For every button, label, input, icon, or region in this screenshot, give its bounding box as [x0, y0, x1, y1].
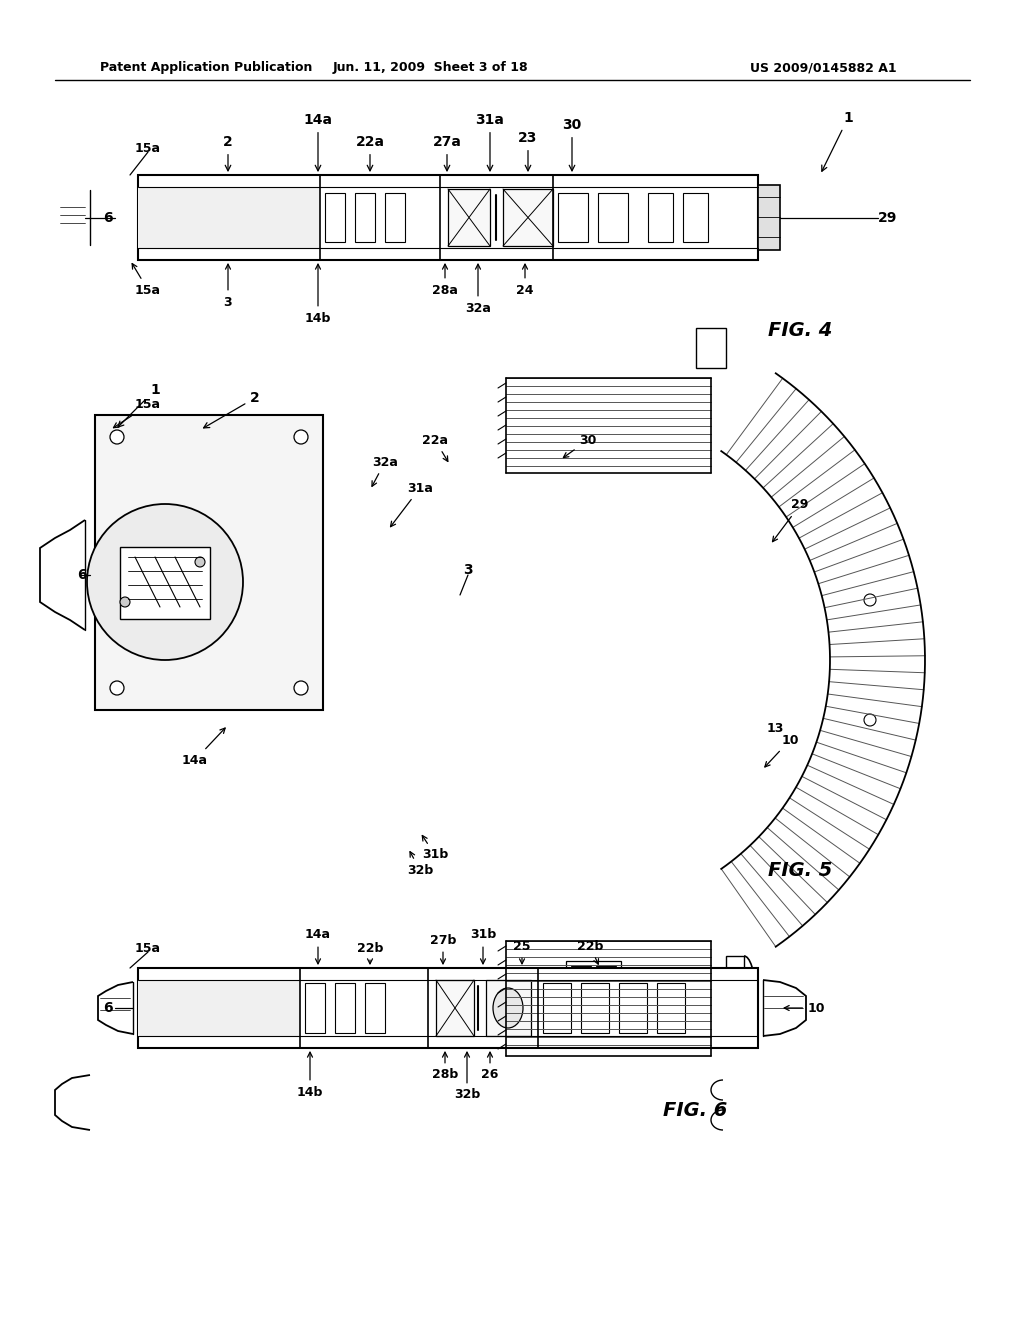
- Bar: [138, 176, 319, 260]
- Text: 24: 24: [516, 264, 534, 297]
- Text: 6: 6: [103, 211, 113, 224]
- Text: FIG. 4: FIG. 4: [768, 321, 833, 339]
- Text: 27a: 27a: [432, 135, 462, 170]
- Bar: [138, 968, 758, 1048]
- Text: 32a: 32a: [465, 264, 490, 314]
- Text: 22a: 22a: [355, 135, 384, 170]
- Text: 25: 25: [513, 940, 530, 964]
- Text: 30: 30: [563, 433, 597, 458]
- Text: 6: 6: [77, 568, 87, 582]
- Text: 32b: 32b: [454, 1052, 480, 1101]
- Bar: [95, 414, 323, 710]
- Text: 29: 29: [879, 211, 898, 224]
- Text: 32a: 32a: [372, 455, 398, 486]
- Bar: [696, 327, 726, 368]
- Ellipse shape: [493, 987, 523, 1028]
- Text: 15a: 15a: [135, 141, 161, 154]
- Text: 3: 3: [223, 264, 232, 309]
- Bar: [566, 961, 621, 1026]
- Circle shape: [110, 681, 124, 696]
- Circle shape: [864, 594, 876, 606]
- Text: 1: 1: [822, 111, 853, 172]
- Text: 14a: 14a: [303, 114, 333, 170]
- Bar: [120, 546, 210, 619]
- Text: 28a: 28a: [432, 264, 458, 297]
- Text: 15a: 15a: [135, 941, 161, 954]
- Bar: [648, 193, 673, 242]
- Bar: [683, 193, 708, 242]
- Text: 32b: 32b: [407, 851, 433, 876]
- Text: 2: 2: [204, 391, 260, 428]
- Text: 14a: 14a: [182, 729, 225, 767]
- Text: 31b: 31b: [422, 836, 449, 862]
- Bar: [726, 956, 744, 1026]
- Text: 2: 2: [223, 135, 232, 170]
- Text: 15a: 15a: [114, 399, 161, 428]
- Bar: [503, 189, 553, 246]
- Text: 3: 3: [463, 564, 473, 577]
- Bar: [657, 983, 685, 1034]
- Circle shape: [864, 714, 876, 726]
- Text: 10: 10: [784, 1002, 825, 1015]
- Bar: [486, 979, 531, 1036]
- Text: FIG. 6: FIG. 6: [663, 1101, 727, 1119]
- Bar: [581, 983, 609, 1034]
- Text: 14b: 14b: [297, 1052, 324, 1098]
- Text: 31a: 31a: [390, 482, 433, 527]
- Circle shape: [204, 587, 214, 597]
- Bar: [598, 193, 628, 242]
- Text: 14b: 14b: [305, 264, 331, 325]
- Text: 29: 29: [772, 499, 809, 541]
- Text: 31b: 31b: [470, 928, 496, 964]
- Text: 31a: 31a: [475, 114, 505, 170]
- Text: 22b: 22b: [577, 940, 603, 964]
- Text: 13: 13: [766, 722, 783, 734]
- Text: 28b: 28b: [432, 1052, 458, 1081]
- Circle shape: [294, 681, 308, 696]
- Bar: [385, 193, 406, 242]
- Bar: [305, 983, 325, 1034]
- Text: 26: 26: [481, 1052, 499, 1081]
- Bar: [571, 966, 591, 1020]
- Text: US 2009/0145882 A1: US 2009/0145882 A1: [750, 62, 897, 74]
- Text: 6: 6: [103, 1001, 113, 1015]
- Bar: [449, 189, 490, 246]
- Text: 14a: 14a: [305, 928, 331, 964]
- Bar: [355, 193, 375, 242]
- Bar: [758, 185, 780, 249]
- Circle shape: [87, 504, 243, 660]
- Text: 10: 10: [765, 734, 799, 767]
- Text: 22b: 22b: [356, 941, 383, 964]
- Text: 15a: 15a: [132, 264, 161, 297]
- Circle shape: [294, 430, 308, 444]
- Bar: [543, 983, 571, 1034]
- Bar: [138, 979, 300, 1036]
- Text: 30: 30: [562, 117, 582, 170]
- Bar: [365, 983, 385, 1034]
- Circle shape: [195, 557, 205, 568]
- Bar: [335, 983, 355, 1034]
- Text: 22a: 22a: [422, 433, 449, 462]
- Bar: [618, 983, 647, 1034]
- Text: 1: 1: [118, 383, 160, 428]
- Bar: [558, 193, 588, 242]
- Circle shape: [110, 430, 124, 444]
- Bar: [596, 966, 616, 1020]
- Text: Jun. 11, 2009  Sheet 3 of 18: Jun. 11, 2009 Sheet 3 of 18: [332, 62, 527, 74]
- Circle shape: [120, 597, 130, 607]
- Bar: [436, 979, 474, 1036]
- Text: 27b: 27b: [430, 933, 456, 964]
- Bar: [138, 187, 319, 248]
- Text: 23: 23: [518, 131, 538, 170]
- Text: FIG. 5: FIG. 5: [768, 861, 833, 879]
- Bar: [325, 193, 345, 242]
- Text: Patent Application Publication: Patent Application Publication: [100, 62, 312, 74]
- Bar: [138, 176, 758, 260]
